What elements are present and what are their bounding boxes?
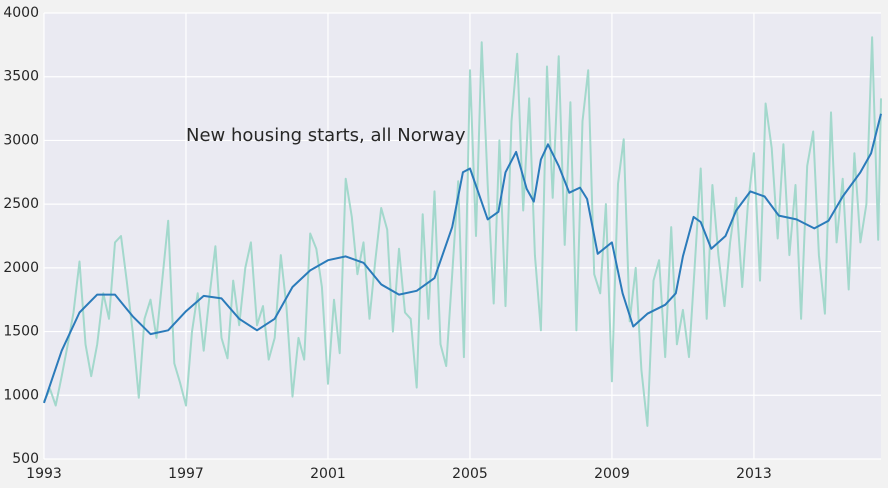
plot-area	[44, 13, 881, 459]
line	[43, 36, 882, 427]
y-tick-label: 3000	[3, 132, 39, 148]
y-tick-label: 2000	[3, 260, 39, 276]
y-tick-label: 3500	[3, 69, 39, 85]
x-tick-label: 2001	[310, 466, 346, 482]
x-tick-label: 1993	[26, 466, 62, 482]
y-tick-label: 1500	[3, 324, 39, 340]
y-tick-label: 1000	[3, 387, 39, 403]
annotation: New housing starts, all Norway	[186, 125, 466, 146]
x-tick-label: 2013	[736, 466, 772, 482]
line	[43, 113, 882, 404]
y-tick-label: 4000	[3, 5, 39, 21]
x-tick-label: 1997	[168, 466, 204, 482]
x-tick-label: 2005	[452, 466, 488, 482]
x-tick-label: 2009	[594, 466, 630, 482]
y-tick-label: 500	[12, 451, 39, 467]
y-tick-label: 2500	[3, 196, 39, 212]
